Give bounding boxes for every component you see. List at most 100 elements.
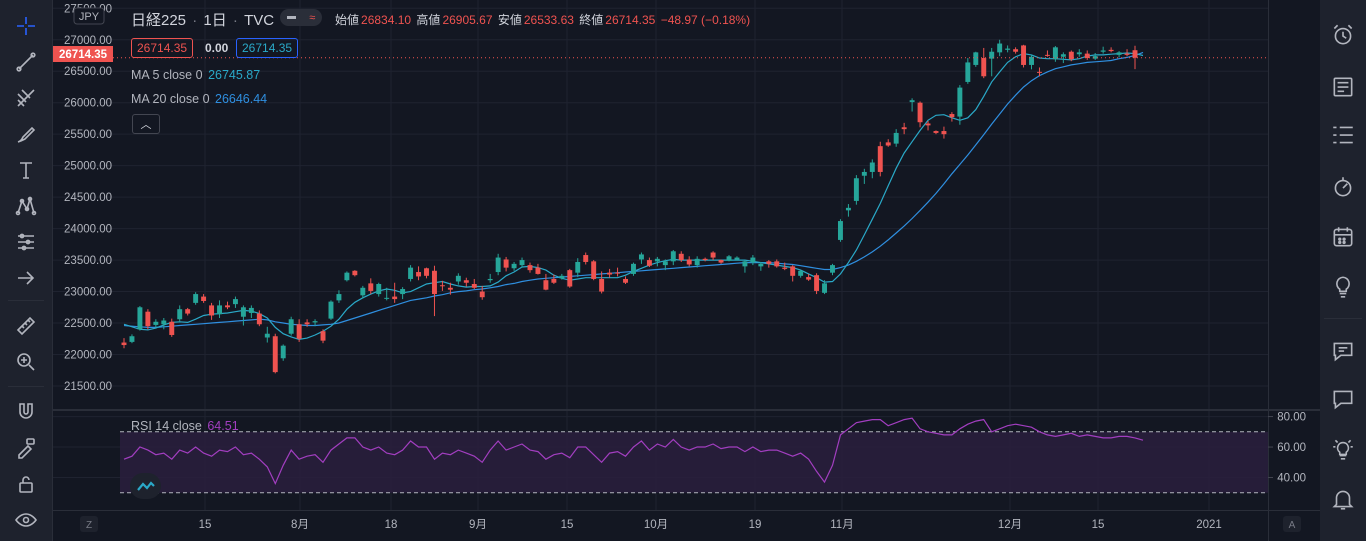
candle-body <box>559 275 565 279</box>
brush-icon[interactable] <box>10 118 42 150</box>
candle-body <box>694 258 700 266</box>
price-axis[interactable]: 27500.0027000.0026500.0026000.0025500.00… <box>64 3 112 393</box>
messages-icon[interactable] <box>1328 384 1358 414</box>
pattern-icon[interactable] <box>10 190 42 222</box>
buy-price-button[interactable]: 26714.35 <box>236 38 299 58</box>
notifications-icon[interactable] <box>1328 484 1358 514</box>
fib-retracement-icon[interactable] <box>10 82 42 114</box>
candle-body <box>1132 50 1138 58</box>
minus-icon <box>286 16 296 19</box>
symbol-legend[interactable]: 日経225 · 1日 · TVC <box>131 9 276 30</box>
candle-body <box>431 270 437 295</box>
candle-body <box>1013 49 1019 52</box>
time-tick-label: 19 <box>749 519 762 531</box>
arrow-icon[interactable] <box>10 262 42 294</box>
sell-price-button[interactable]: 26714.35 <box>131 38 194 58</box>
candle-body <box>1044 54 1050 56</box>
candle-body <box>129 336 135 342</box>
prediction-icon[interactable] <box>10 226 42 258</box>
candle-body <box>742 261 748 267</box>
watchlist-icon[interactable] <box>1328 120 1358 150</box>
candle-body <box>256 313 262 325</box>
ma20-legend[interactable]: MA 20 close 0 26646.44 <box>131 92 269 106</box>
ma5-value: 26745.87 <box>208 68 261 82</box>
candle-body <box>153 321 159 325</box>
candle-body <box>296 324 302 339</box>
ma5-legend[interactable]: MA 5 close 0 26745.87 <box>131 68 262 82</box>
price-tick-label: 24000.00 <box>64 224 112 236</box>
wave-icon: ≈ <box>309 11 316 24</box>
trend-line-icon[interactable] <box>10 46 42 78</box>
zoom-icon[interactable] <box>10 346 42 378</box>
candle-body <box>957 87 963 117</box>
rsi-line <box>123 417 1144 486</box>
candle-body <box>225 305 230 308</box>
magnet-icon[interactable] <box>10 396 42 428</box>
collapse-indicators-button[interactable]: ︿ <box>132 114 160 134</box>
candle-body <box>527 265 533 271</box>
change-value: −48.97 (−0.18%) <box>660 13 751 27</box>
ma20-label: MA 20 close 0 <box>131 92 210 106</box>
time-tick-label: 15 <box>561 519 574 531</box>
candle-body <box>376 283 382 295</box>
candle-body <box>1116 52 1122 55</box>
low-value: 26533.63 <box>523 13 574 27</box>
lock-icon[interactable] <box>10 468 42 500</box>
close-value: 26714.35 <box>605 13 656 27</box>
news-icon[interactable] <box>1328 72 1358 102</box>
candle-body <box>718 260 724 263</box>
interval-label: 1日 <box>203 12 227 29</box>
price-tick-label: 26500.00 <box>64 66 112 78</box>
candle-body <box>1005 48 1011 50</box>
rsi-label: RSI 14 close <box>131 419 202 433</box>
candle-body <box>734 257 740 260</box>
spread-value: 0.00 <box>205 41 229 55</box>
tradingview-logo[interactable] <box>130 473 161 499</box>
price-tick-label: 22000.00 <box>64 349 112 361</box>
calendar-icon[interactable] <box>1328 222 1358 252</box>
rsi-axis[interactable]: 80.00 60.00 40.00 <box>1268 412 1306 485</box>
candle-body <box>830 265 835 273</box>
signals-icon[interactable] <box>1328 434 1358 464</box>
candle-body <box>439 285 445 287</box>
auto-scale-left-button[interactable] <box>80 516 98 532</box>
text-icon[interactable] <box>10 154 42 186</box>
candle-body <box>575 261 581 273</box>
candle-body <box>670 251 676 262</box>
time-axis[interactable]: 15 8月 18 9月 15 10月 19 11月 12月 15 2021 <box>199 519 1222 531</box>
alarm-icon[interactable] <box>1328 20 1358 50</box>
chart-canvas[interactable]: 27500.0027000.0026500.0026000.0025500.00… <box>0 0 1320 541</box>
lock-drawing-icon[interactable] <box>10 432 42 464</box>
rsi-band <box>120 431 1268 493</box>
candle-body <box>591 261 597 279</box>
time-axis-border <box>53 510 1320 511</box>
data-window-icon[interactable] <box>1328 172 1358 202</box>
open-label: 始値 <box>335 13 360 27</box>
candle-body <box>121 342 127 346</box>
time-tick-label: 11月 <box>830 519 853 531</box>
candle-body <box>861 171 867 176</box>
candle-body <box>949 114 955 118</box>
candle-body <box>352 270 358 276</box>
candle-body <box>479 291 485 298</box>
crosshair-icon[interactable] <box>10 10 42 42</box>
candle-body <box>615 272 621 274</box>
time-tick-label: 15 <box>1092 519 1105 531</box>
candle-body <box>551 278 557 283</box>
rsi-legend[interactable]: RSI 14 close 64.51 <box>131 419 241 433</box>
candle-body <box>424 268 429 276</box>
market-status-toggle[interactable]: ≈ <box>280 9 322 26</box>
rsi-tick-label: 80.00 <box>1277 412 1306 424</box>
chat-icon[interactable] <box>1328 336 1358 366</box>
candle-body <box>368 283 374 291</box>
price-tick-label: 25500.00 <box>64 129 112 141</box>
auto-scale-right-button[interactable] <box>1283 516 1301 532</box>
candle-body <box>599 278 605 292</box>
candle-body <box>766 261 772 264</box>
currency-badge[interactable] <box>73 7 105 25</box>
eye-icon[interactable] <box>10 504 42 536</box>
ruler-icon[interactable] <box>10 310 42 342</box>
time-tick-label: 2021 <box>1196 519 1222 531</box>
toolbar-separator <box>8 300 44 301</box>
ideas-icon[interactable] <box>1328 272 1358 302</box>
